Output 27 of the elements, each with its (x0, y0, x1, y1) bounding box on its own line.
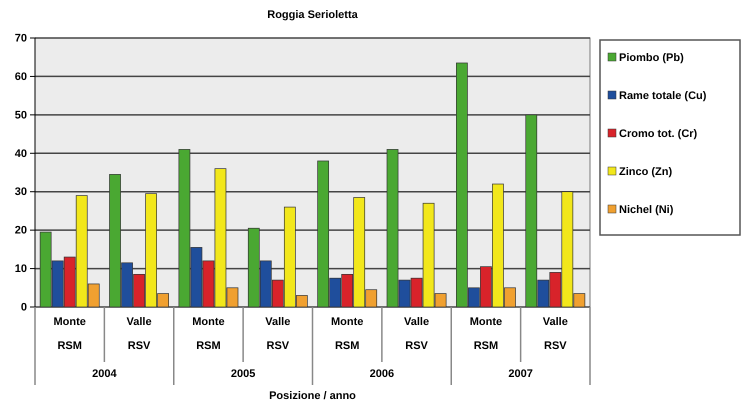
text: 2007 (508, 368, 533, 380)
x-tick-label: Monte RSM (330, 316, 364, 352)
y-tick-label: 60 (14, 70, 27, 83)
x-tick-label: Valle RSV (404, 316, 430, 352)
y-tick-label: 40 (14, 148, 27, 160)
legend-label: Zinco (Zn) (619, 166, 672, 178)
y-tick-label: 20 (14, 224, 27, 237)
x-tick-label: Monte RSM (53, 316, 86, 352)
x-tick-label: Valle RSV (265, 316, 290, 352)
chart-title: Roggia Serioletta (267, 9, 359, 21)
text: 2004 (92, 368, 118, 380)
y-tick-label: 30 (14, 186, 27, 198)
y-tick-label: 70 (14, 32, 27, 45)
legend-label: Piombo (Pb) (619, 52, 684, 64)
x-tick-label: Monte RSM (470, 316, 502, 352)
x-tick-label: Valle RSV (126, 316, 152, 352)
y-tick-label: 0 (20, 302, 27, 314)
text: 2006 (370, 368, 394, 380)
x-tick-label: Monte RSM (192, 316, 225, 352)
x-axis-title: Posizione / anno (269, 390, 356, 402)
y-tick-label: 10 (14, 263, 27, 276)
text: 2005 (230, 368, 256, 380)
legend-label: Rame totale (Cu) (619, 90, 707, 102)
legend-label: Nichel (Ni) (619, 204, 674, 216)
legend-label: Cromo tot. (Cr) (619, 128, 698, 140)
x-tick-label: Valle RSV (542, 316, 568, 352)
y-tick-label: 50 (14, 109, 27, 122)
